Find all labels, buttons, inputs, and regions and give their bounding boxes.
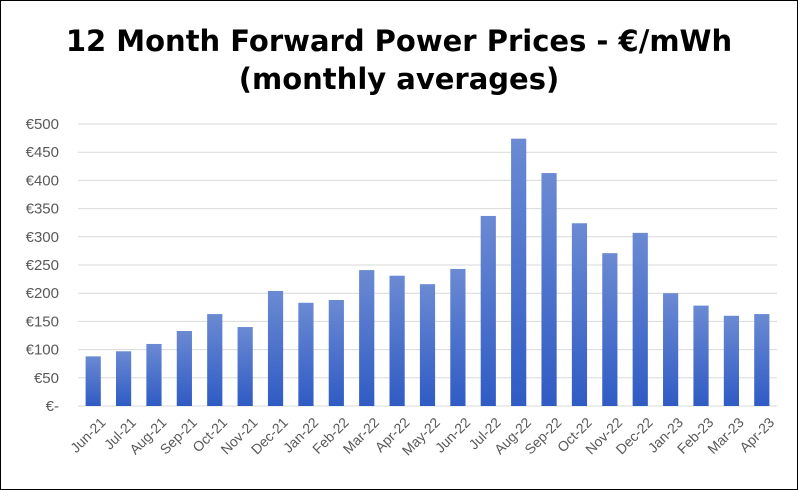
bar-nov-22 <box>602 253 618 406</box>
y-tick-label: €50 <box>34 370 59 387</box>
y-axis-tick-labels: €- €50 €100 €150 €200 €250 €300 €350 €400 €450 €50… <box>26 116 59 415</box>
x-tick-label: Jun-21 <box>67 414 109 456</box>
y-tick-label: €400 <box>26 172 59 189</box>
bar-mar-22 <box>359 270 375 406</box>
bar-aug-22 <box>511 138 527 406</box>
bar-jun-22 <box>450 268 466 406</box>
y-tick-label: €- <box>46 398 59 415</box>
chart-subtitle: (monthly averages) <box>238 62 560 96</box>
bar-dec-21 <box>267 290 284 406</box>
bar-series <box>85 138 770 406</box>
x-axis-tick-labels: Jun-21Jul-21Aug-21Sep-21Oct-21Nov-21Dec-… <box>67 414 777 458</box>
bar-jul-21 <box>115 351 132 406</box>
bar-jan-22 <box>298 302 314 406</box>
bar-oct-21 <box>207 314 223 406</box>
bar-nov-21 <box>237 327 253 406</box>
bar-jul-22 <box>480 215 496 406</box>
x-tick-label: Apr-23 <box>736 414 777 455</box>
y-tick-label: €350 <box>26 201 59 218</box>
y-tick-label: €200 <box>26 285 59 302</box>
bar-feb-23 <box>693 305 709 406</box>
bar-oct-22 <box>571 223 588 406</box>
y-tick-label: €150 <box>26 313 59 330</box>
y-tick-label: €300 <box>26 229 59 246</box>
y-tick-label: €100 <box>26 342 59 359</box>
bar-jan-23 <box>663 293 679 406</box>
bar-dec-22 <box>632 232 648 406</box>
bar-apr-23 <box>754 314 770 406</box>
y-tick-label: €500 <box>26 116 59 133</box>
bar-apr-22 <box>389 275 405 406</box>
bar-sep-22 <box>541 173 557 406</box>
y-tick-label: €250 <box>26 257 59 274</box>
bar-jun-21 <box>85 356 101 406</box>
bar-mar-23 <box>723 315 740 406</box>
bar-feb-22 <box>328 299 344 406</box>
chart-title: 12 Month Forward Power Prices - €/mWh <box>65 24 733 58</box>
bar-sep-21 <box>176 330 192 406</box>
bar-aug-21 <box>146 343 162 406</box>
bar-may-22 <box>419 284 436 406</box>
y-tick-label: €450 <box>26 144 59 161</box>
x-tick-label: Jun-22 <box>432 414 474 456</box>
